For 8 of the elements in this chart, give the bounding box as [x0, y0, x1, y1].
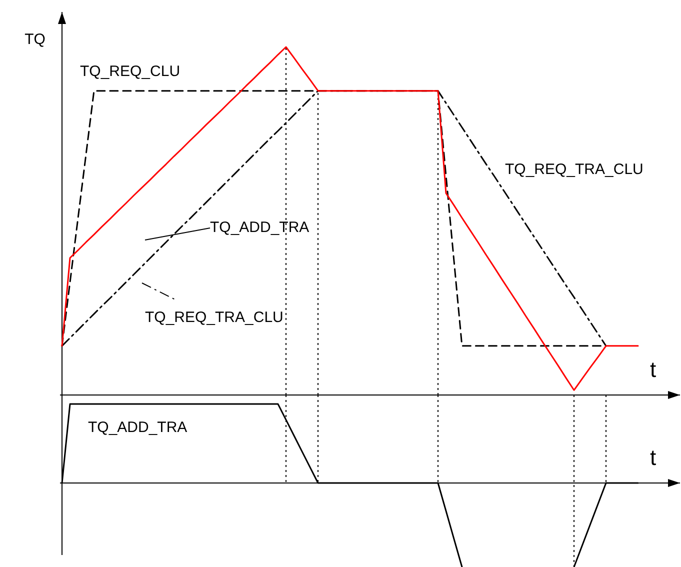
y-axis-title: TQ	[24, 30, 46, 48]
x-axis-title: t	[650, 356, 656, 382]
annotation: TQ_ADD_TRA	[210, 218, 310, 236]
series-label: TQ_REQ_CLU	[80, 62, 180, 80]
x-axis-title: t	[650, 444, 656, 470]
series-label: TQ_ADD_TRA	[88, 418, 188, 436]
annotation: TQ_REQ_TRA_CLU	[505, 160, 644, 178]
legend-label: TQ_REQ_TRA_CLU	[145, 308, 284, 326]
